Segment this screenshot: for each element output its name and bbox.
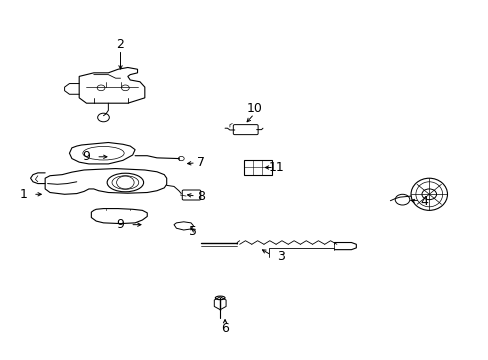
Text: 8: 8 — [196, 190, 204, 203]
Text: 11: 11 — [268, 161, 284, 174]
Text: 5: 5 — [189, 225, 197, 238]
Text: 7: 7 — [196, 156, 204, 168]
Text: 9: 9 — [82, 150, 90, 163]
Circle shape — [178, 157, 184, 161]
Text: 4: 4 — [420, 195, 427, 208]
Text: 3: 3 — [277, 250, 285, 263]
Text: 9: 9 — [116, 218, 124, 231]
Text: 2: 2 — [116, 38, 124, 51]
Text: 6: 6 — [221, 322, 228, 335]
Text: 10: 10 — [246, 102, 262, 115]
Text: 1: 1 — [20, 188, 27, 201]
